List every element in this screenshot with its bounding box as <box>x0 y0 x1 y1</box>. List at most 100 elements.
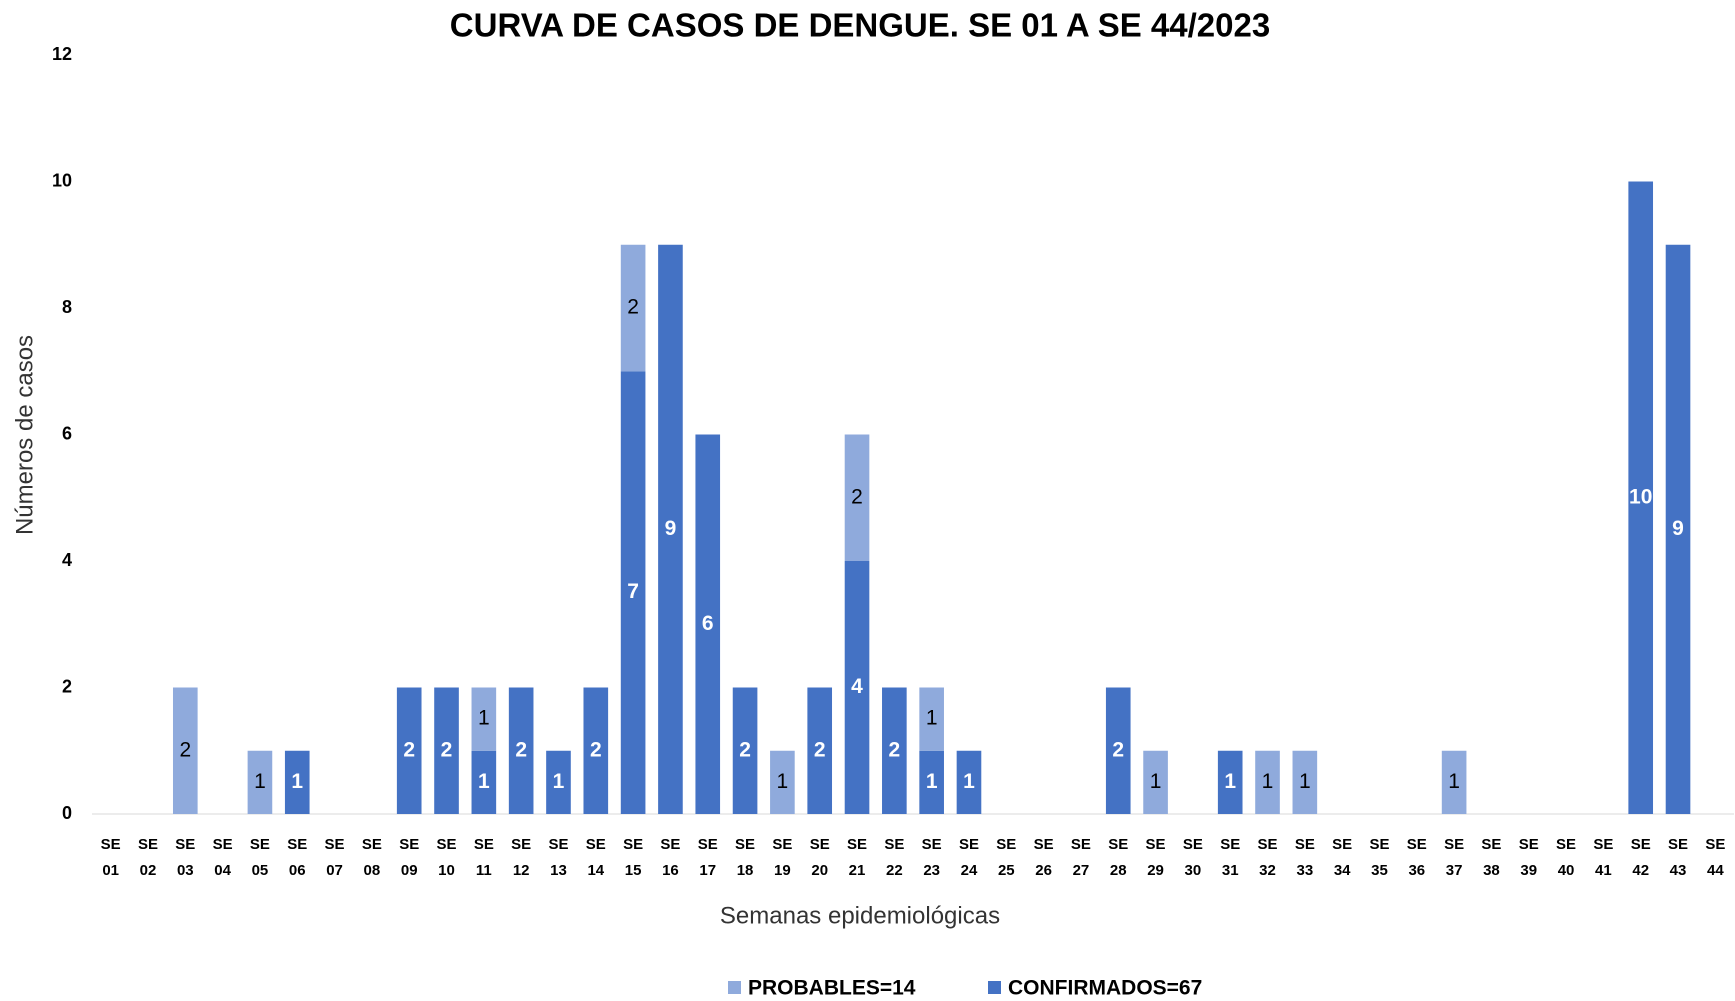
bar-segment <box>471 687 497 751</box>
bar-segment <box>807 687 833 814</box>
x-tick-label: SE 40 <box>1556 836 1577 879</box>
x-tick-label: SE 37 <box>1444 836 1465 879</box>
x-tick-label: SE 13 <box>548 836 569 879</box>
bar-segment <box>1441 750 1467 814</box>
x-tick-label: SE 11 <box>473 836 494 879</box>
data-label: 2 <box>851 485 863 508</box>
y-tick-label: 0 <box>62 803 72 823</box>
x-tick-label: SE 10 <box>436 836 457 879</box>
data-label: 2 <box>739 738 751 761</box>
x-tick-label: SE 22 <box>884 836 905 879</box>
data-label: 1 <box>1262 770 1274 793</box>
bar-segment <box>844 561 870 814</box>
x-tick-label: SE 44 <box>1705 836 1726 879</box>
bar-segment <box>770 750 795 814</box>
bar-segment <box>1105 687 1131 814</box>
x-tick-label: SE 27 <box>1070 836 1091 879</box>
bar-segment <box>172 687 198 814</box>
data-label: 1 <box>926 707 938 730</box>
data-label: 6 <box>702 612 714 635</box>
y-tick-label: 10 <box>52 170 72 190</box>
data-label: 1 <box>553 770 565 793</box>
chart-title: CURVA DE CASOS DE DENGUE. SE 01 A SE 44/… <box>450 7 1270 44</box>
bar-segment <box>1628 181 1654 814</box>
bar-segment <box>583 687 609 814</box>
data-label: 1 <box>963 770 975 793</box>
y-tick-label: 4 <box>62 550 72 570</box>
data-label: 1 <box>254 770 266 793</box>
y-tick-label: 12 <box>52 44 72 64</box>
bar-segment <box>546 750 571 814</box>
x-tick-label: SE 35 <box>1369 836 1390 879</box>
bar-segment <box>882 687 907 814</box>
x-tick-label: SE 01 <box>100 836 121 879</box>
data-label: 2 <box>1112 738 1124 761</box>
bar-segment <box>247 750 273 814</box>
data-label: 1 <box>1448 770 1460 793</box>
x-axis-title: Semanas epidemiológicas <box>720 902 1000 929</box>
x-tick-label: SE 12 <box>511 836 532 879</box>
x-tick-label: SE 03 <box>175 836 196 879</box>
data-label: 2 <box>888 738 900 761</box>
bar-segment <box>471 750 497 814</box>
x-tick-label: SE 09 <box>399 836 420 879</box>
x-tick-label: SE 21 <box>847 836 868 879</box>
bar-segment <box>695 434 721 814</box>
x-tick-label: SE 28 <box>1108 836 1129 879</box>
bar-segment <box>396 687 422 814</box>
data-label: 1 <box>1150 770 1162 793</box>
x-tick-label: SE 24 <box>958 836 979 879</box>
x-tick-label: SE 43 <box>1668 836 1689 879</box>
legend-label: PROBABLES=14 <box>748 977 916 1000</box>
x-tick-label: SE 07 <box>324 836 345 879</box>
bar-segment <box>1292 750 1318 814</box>
x-tick-label: SE 06 <box>287 836 308 879</box>
data-label: 2 <box>814 738 826 761</box>
bar-segment <box>434 687 459 814</box>
bar-segment <box>620 244 646 372</box>
y-tick-label: 6 <box>62 423 72 443</box>
data-label: 1 <box>291 770 303 793</box>
bar-segment <box>620 371 646 814</box>
bar-segment <box>1143 750 1168 814</box>
data-label: 1 <box>478 707 490 730</box>
data-label: 2 <box>441 738 453 761</box>
bar-segment <box>284 750 310 814</box>
x-tick-label: SE 34 <box>1332 836 1353 879</box>
legend-swatch <box>728 981 741 994</box>
bar-segment <box>732 687 758 814</box>
y-tick-label: 2 <box>62 676 72 696</box>
x-tick-label: SE 02 <box>137 836 158 879</box>
bar-segment <box>1255 750 1280 814</box>
data-label: 9 <box>665 517 677 540</box>
x-tick-label: SE 08 <box>361 836 382 879</box>
x-tick-label: SE 18 <box>735 836 756 879</box>
x-tick-label: SE 14 <box>585 836 606 879</box>
bar-segment <box>1665 244 1691 814</box>
x-tick-label: SE 17 <box>697 836 718 879</box>
data-label: 1 <box>1299 770 1311 793</box>
data-label: 1 <box>926 770 938 793</box>
x-tick-label: SE 04 <box>212 836 233 879</box>
data-label: 4 <box>851 675 863 698</box>
legend-swatch <box>988 981 1001 994</box>
x-tick-label: SE 38 <box>1481 836 1502 879</box>
bar-segment <box>508 687 534 814</box>
data-label: 2 <box>627 296 639 319</box>
x-tick-label: SE 19 <box>772 836 793 879</box>
x-tick-label: SE 25 <box>996 836 1017 879</box>
bar-segment <box>919 687 944 751</box>
x-tick-label: SE 16 <box>660 836 681 879</box>
data-label: 2 <box>515 738 527 761</box>
x-tick-label: SE 29 <box>1145 836 1166 879</box>
bar-segment <box>658 244 683 814</box>
data-label: 10 <box>1629 485 1652 508</box>
data-label: 2 <box>403 738 415 761</box>
x-tick-label: SE 42 <box>1630 836 1651 879</box>
x-tick-label: SE 36 <box>1406 836 1427 879</box>
x-tick-label: SE 23 <box>921 836 942 879</box>
bar-segment <box>919 750 944 814</box>
x-tick-label: SE 32 <box>1257 836 1278 879</box>
